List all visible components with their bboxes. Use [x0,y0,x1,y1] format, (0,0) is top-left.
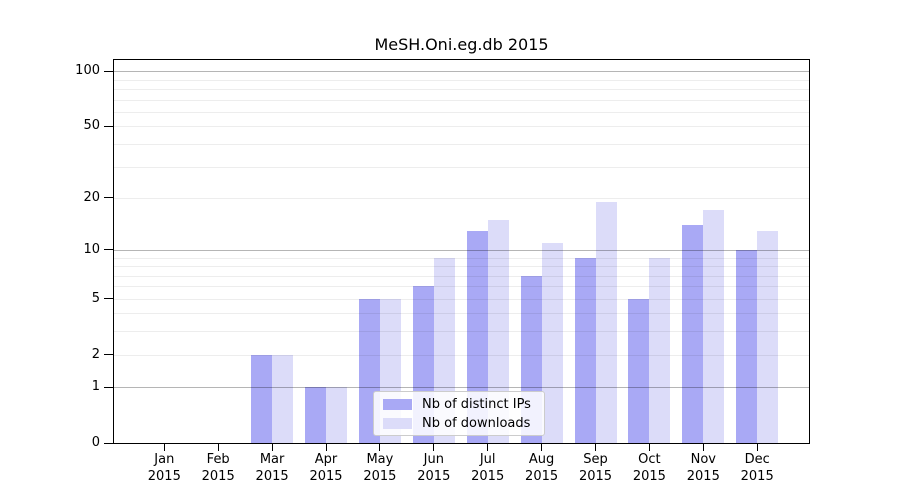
x-tick-jun [433,444,435,451]
x-tick-label-may: May 2015 [363,452,397,484]
bar-oct-s0 [628,298,650,443]
x-tick-sep [595,444,596,451]
x-tick-label-aug: Aug 2015 [525,452,559,484]
bar-nov-s0 [682,225,704,443]
y-tick-1 [104,386,113,388]
legend: Nb of distinct IPs Nb of downloads [373,391,545,436]
x-tick-label-jul: Jul 2015 [471,452,505,484]
y-tick-label-50: 50 [83,118,100,134]
x-tick-label-dec: Dec 2015 [740,452,774,484]
y-tick-label-20: 20 [83,189,100,205]
x-tick-nov [702,444,704,451]
y-tick-10 [104,249,113,251]
x-tick-label-jan: Jan 2015 [147,452,181,484]
y-tick-label-5: 5 [91,290,100,306]
x-tick-oct [648,444,650,451]
bar-sep-s0 [574,257,596,443]
bar-aug-s1 [541,242,563,443]
y-tick-2 [104,354,113,356]
x-tick-label-jun: Jun 2015 [417,452,451,484]
x-tick-aug [541,444,543,451]
y-tick-100 [104,70,113,72]
legend-label-downloads: Nb of downloads [422,415,531,431]
bar-dec-s0 [736,249,758,443]
y-tick-label-2: 2 [91,346,100,362]
chart-title: MeSH.Oni.eg.db 2015 [374,35,549,54]
legend-swatch-distinct-ips [383,398,412,410]
y-tick-50 [104,125,113,127]
bar-mar-s0 [251,354,273,443]
legend-item-downloads: Nb of downloads [383,416,535,431]
x-tick-label-apr: Apr 2015 [309,452,343,484]
y-tick-label-100: 100 [75,63,100,79]
y-tick-label-1: 1 [91,379,100,395]
y-tick-0 [104,442,113,444]
x-tick-label-sep: Sep 2015 [578,452,613,484]
legend-swatch-downloads [383,417,412,429]
y-tick-20 [104,197,113,199]
legend-label-distinct-ips: Nb of distinct IPs [422,396,531,412]
bar-nov-s1 [703,210,725,443]
x-tick-label-oct: Oct 2015 [632,452,666,484]
bar-jul-s1 [487,219,509,443]
bar-dec-s1 [757,230,779,443]
y-tick-5 [104,298,113,300]
x-tick-label-mar: Mar 2015 [255,452,289,484]
bar-jul-s0 [466,230,488,443]
x-tick-feb [217,444,219,451]
bar-oct-s1 [649,257,671,443]
plot-area [113,59,810,444]
bars-layer [114,60,809,443]
x-tick-label-nov: Nov 2015 [686,452,720,484]
bar-mar-s1 [272,354,294,443]
bar-sep-s1 [595,201,617,443]
x-tick-label-feb: Feb 2015 [201,452,235,484]
x-tick-jul [487,444,489,451]
x-tick-mar [271,444,273,451]
x-tick-apr [325,444,327,451]
x-tick-dec [756,444,758,451]
legend-item-distinct-ips: Nb of distinct IPs [383,397,535,412]
x-tick-may [379,444,381,451]
bar-apr-s0 [305,387,326,443]
bar-apr-s1 [326,387,347,443]
x-tick-jan [163,444,165,451]
y-tick-label-0: 0 [91,435,100,450]
y-tick-label-10: 10 [83,241,100,257]
